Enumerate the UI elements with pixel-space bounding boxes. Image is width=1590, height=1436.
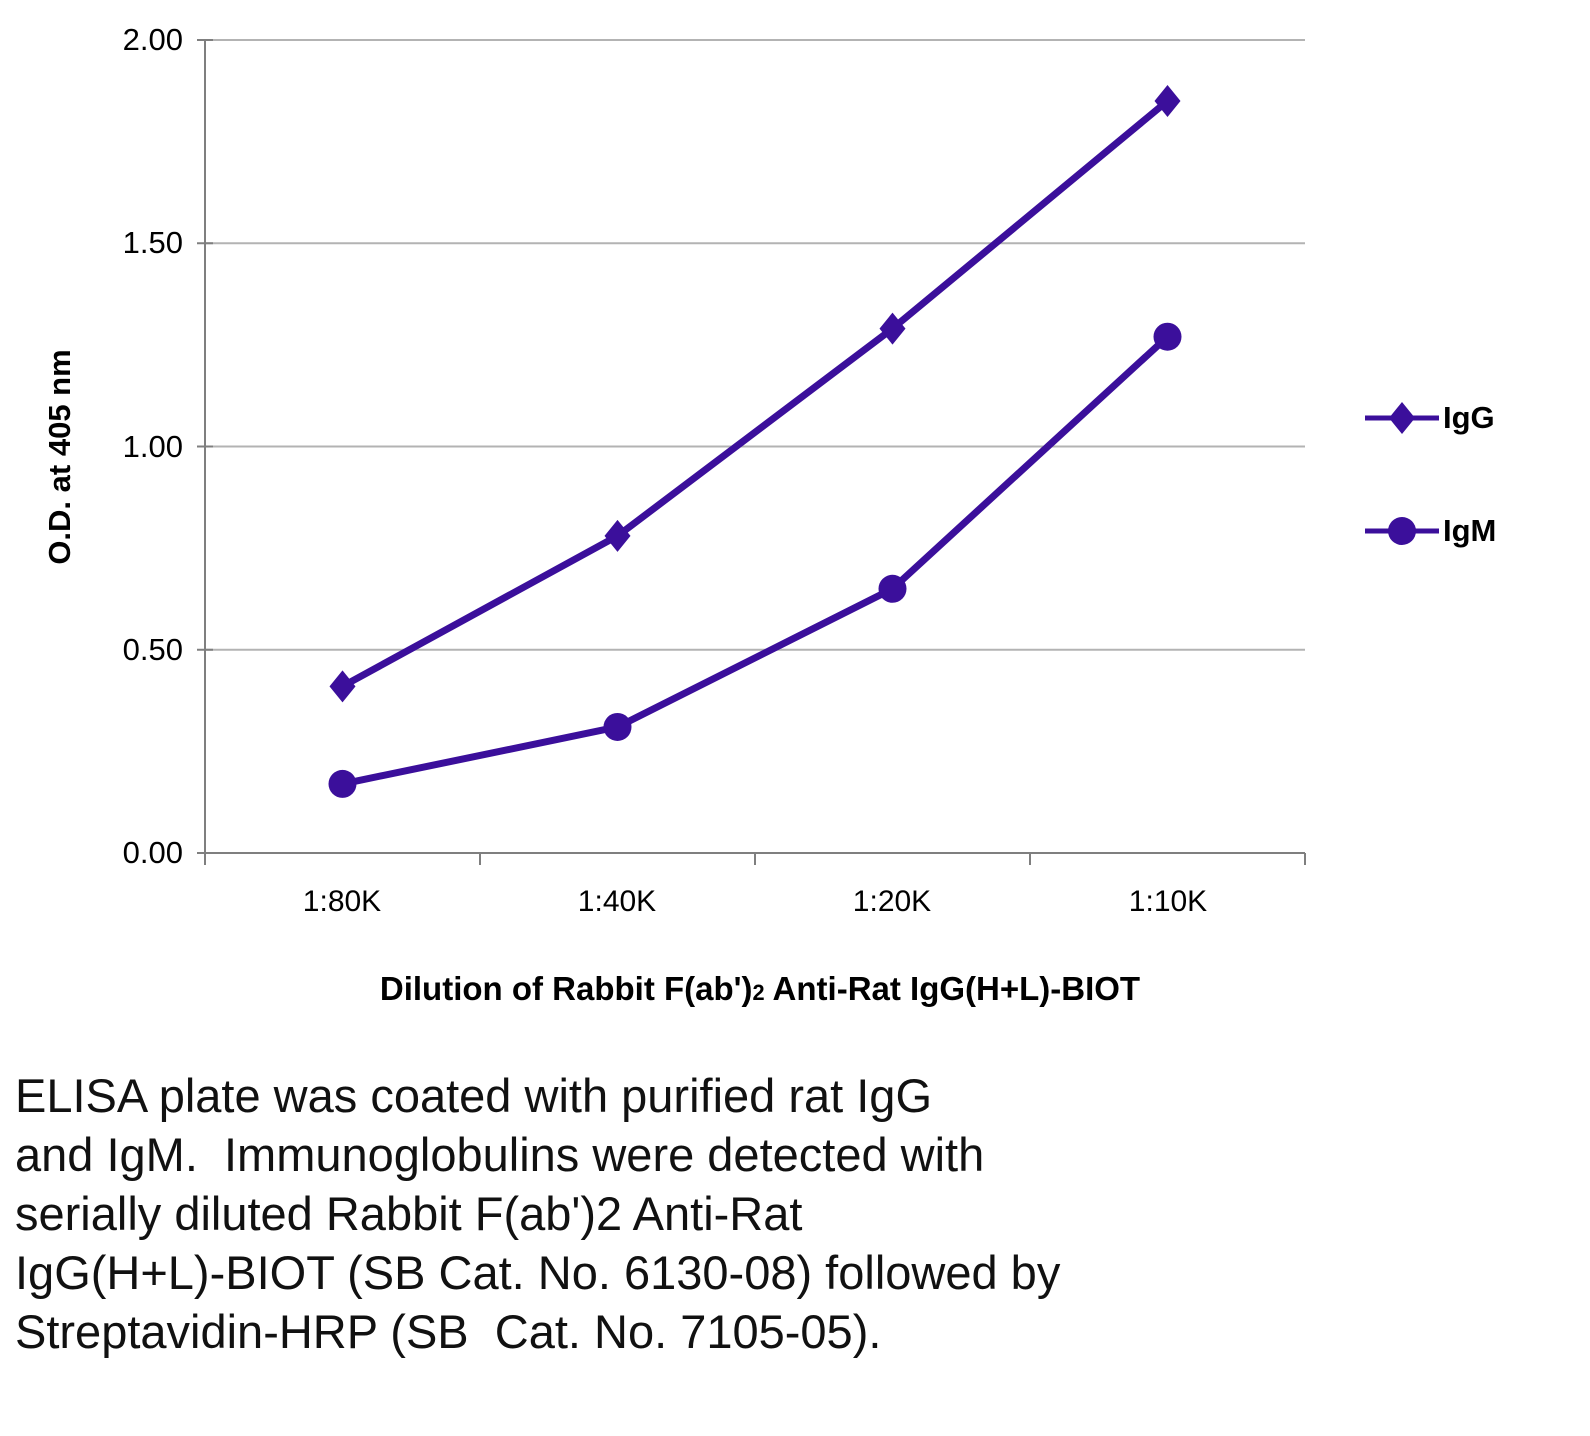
figure-caption: ELISA plate was coated with purified rat… bbox=[15, 1069, 1061, 1358]
y-tick-label: 2.00 bbox=[122, 22, 183, 57]
igm-legend-marker-icon bbox=[1363, 513, 1441, 549]
igg-legend-shape bbox=[1389, 402, 1415, 434]
igg-legend-marker-icon bbox=[1363, 400, 1441, 436]
igm-data-marker bbox=[603, 712, 632, 741]
x-tick-label: 1:20K bbox=[852, 885, 932, 918]
x-axis-title-text: Dilution of Rabbit F(ab') bbox=[379, 970, 753, 1007]
igg-data-marker bbox=[879, 312, 906, 345]
legend-label-igm: IgM bbox=[1443, 513, 1497, 548]
x-axis-title-subscript: 2 bbox=[752, 980, 765, 1005]
legend-item-igm: IgM bbox=[1363, 513, 1496, 549]
y-tick-label: 1.50 bbox=[122, 225, 183, 260]
igg-series-line bbox=[339, 97, 1171, 690]
igm-legend-shape bbox=[1388, 517, 1416, 545]
x-axis-title: Dilution of Rabbit F(ab')2 Anti-Rat IgG(… bbox=[205, 970, 1315, 1008]
igm-data-marker bbox=[328, 769, 357, 798]
x-tick-label: 1:80K bbox=[302, 885, 382, 918]
x-axis-title-text: Anti-Rat IgG(H+L)-BIOT bbox=[764, 970, 1141, 1007]
y-axis-title: O.D. at 405 nm bbox=[42, 349, 77, 565]
igg-data-marker bbox=[329, 670, 356, 703]
y-tick-label: 0.00 bbox=[122, 835, 183, 870]
line-chart-plot-area bbox=[197, 39, 1306, 865]
y-tick-label: 1.00 bbox=[122, 429, 183, 464]
igg-data-marker bbox=[1154, 84, 1181, 117]
igm-data-marker bbox=[1153, 322, 1182, 351]
legend-label-igg: IgG bbox=[1443, 400, 1495, 435]
legend-item-igg: IgG bbox=[1363, 400, 1496, 436]
igg-data-marker bbox=[604, 519, 631, 552]
igm-data-marker bbox=[878, 574, 907, 603]
x-tick-label: 1:40K bbox=[577, 885, 657, 918]
x-tick-label: 1:10K bbox=[1128, 885, 1208, 918]
igm-series-line bbox=[339, 333, 1171, 788]
y-tick-label: 0.50 bbox=[122, 632, 183, 667]
legend: IgG IgM bbox=[1363, 400, 1496, 549]
